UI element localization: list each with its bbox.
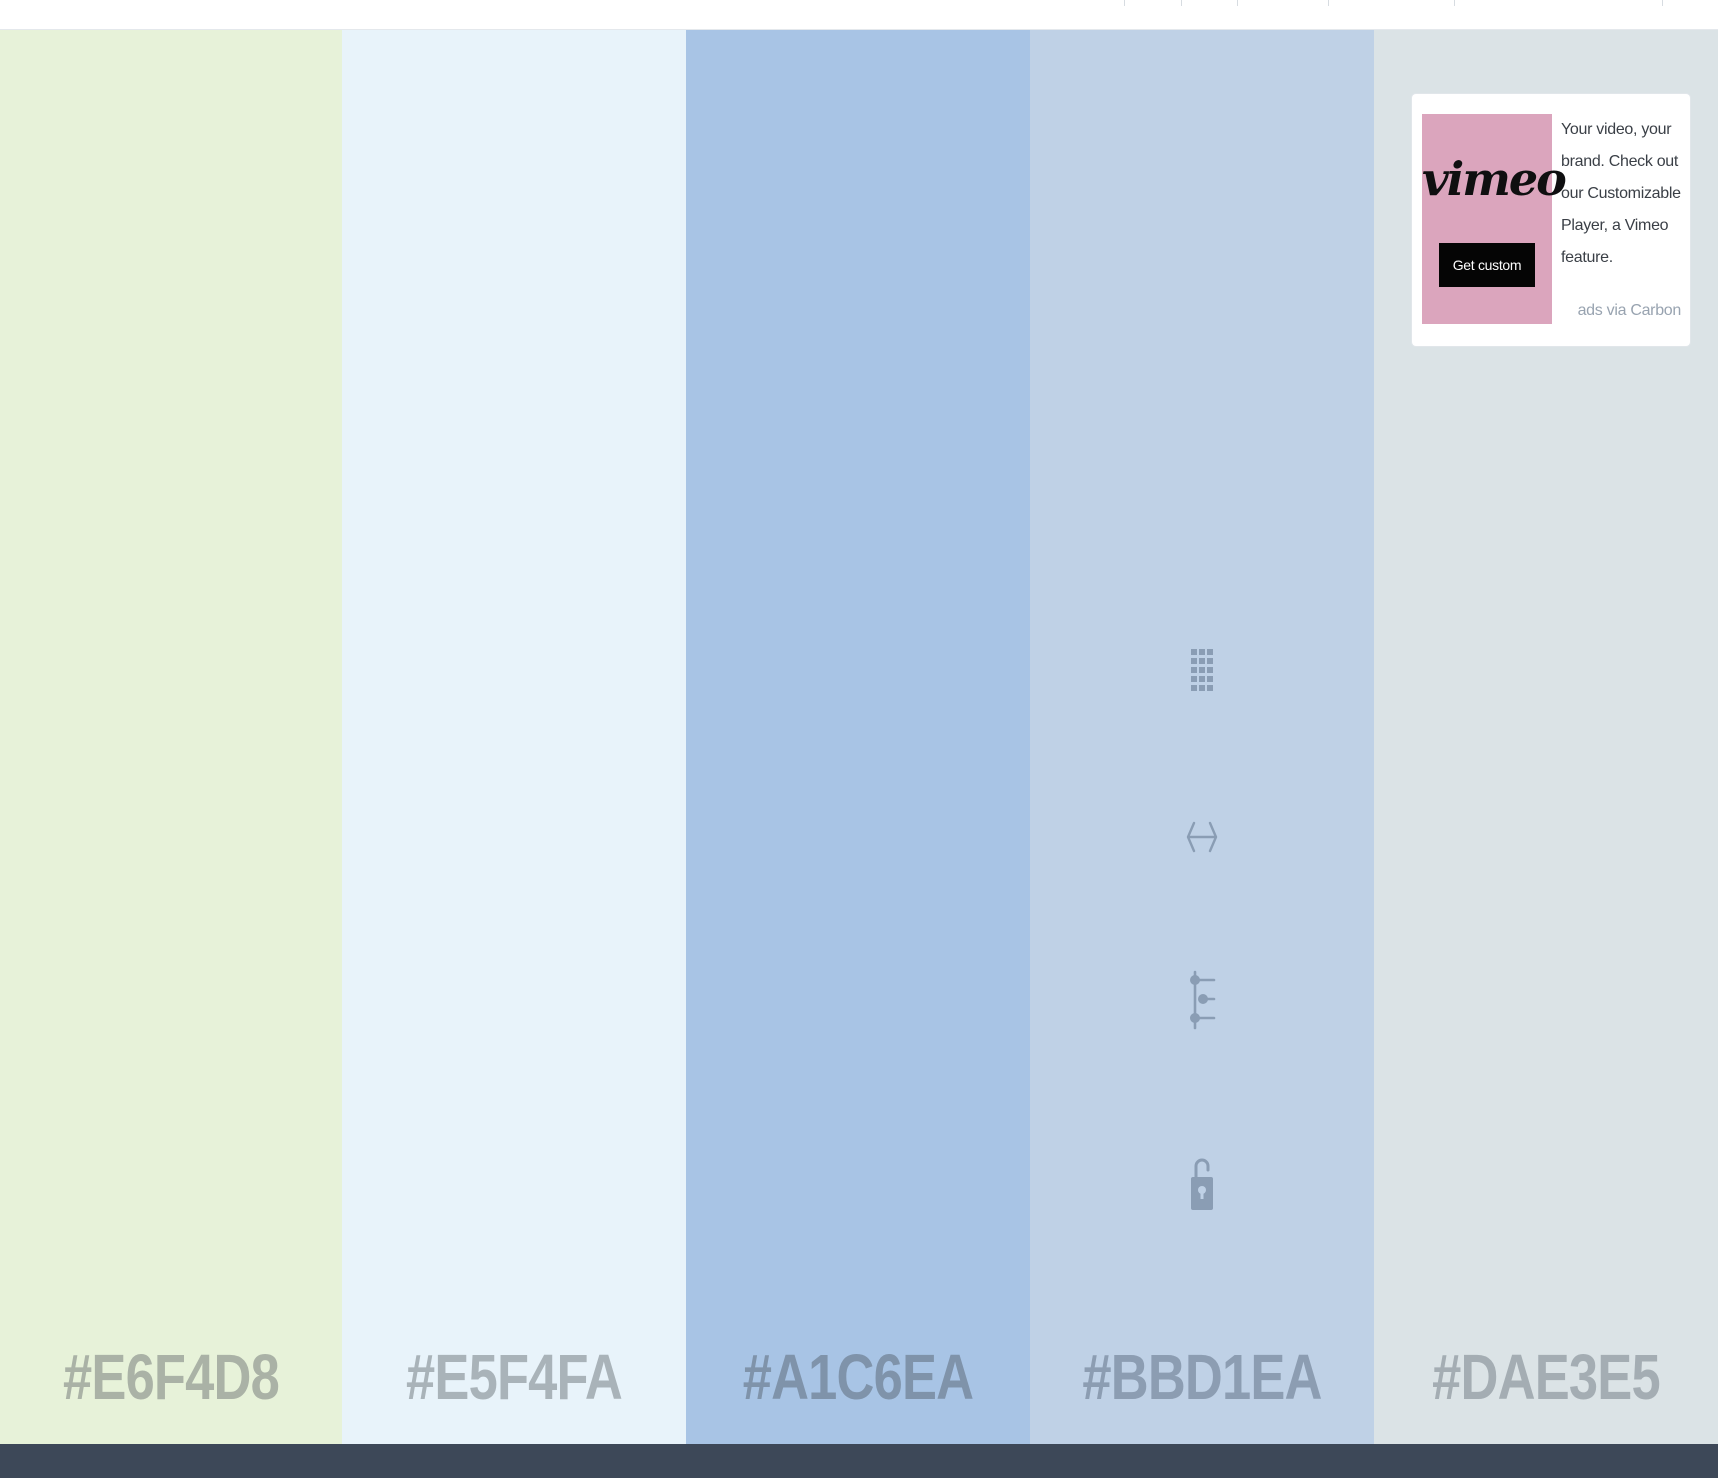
- adjust-icon-glyph: [1190, 970, 1216, 1030]
- swatch-1[interactable]: #E6F4D8: [0, 30, 342, 1444]
- lock-icon[interactable]: [1180, 1158, 1224, 1210]
- shades-icon[interactable]: [1180, 649, 1224, 694]
- shades-icon-glyph: [1191, 649, 1213, 691]
- drag-icon[interactable]: [1180, 815, 1224, 859]
- footer-bar: [0, 1444, 1718, 1478]
- vimeo-logo: vimeo: [1422, 152, 1567, 206]
- toolbar-divider: [1454, 0, 1455, 6]
- ad-image[interactable]: vimeo Get custom: [1422, 114, 1567, 324]
- swatch-hex-label[interactable]: #E6F4D8: [63, 1341, 280, 1413]
- swatch-tools: [1030, 649, 1374, 1250]
- toolbar-divider: [1328, 0, 1329, 6]
- toolbar-divider: [1124, 0, 1125, 6]
- swatch-hex-label[interactable]: #E5F4FA: [406, 1341, 623, 1413]
- swatch-3[interactable]: #A1C6EA: [686, 30, 1030, 1444]
- ads-via-carbon-link[interactable]: ads via Carbon: [1577, 302, 1682, 319]
- toolbar-divider: [1237, 0, 1238, 6]
- swatch-4[interactable]: #BBD1EA: [1030, 30, 1374, 1444]
- adjust-icon[interactable]: [1180, 970, 1224, 1030]
- get-custom-button[interactable]: Get custom: [1439, 243, 1535, 287]
- lock-icon-glyph: [1191, 1158, 1213, 1210]
- top-toolbar: [0, 0, 1718, 30]
- ad-text[interactable]: Your video, your brand. Check out our Cu…: [1561, 121, 1681, 266]
- swatch-2[interactable]: #E5F4FA: [342, 30, 686, 1444]
- carbon-ad: vimeo Get custom Your video, your brand.…: [1412, 94, 1690, 346]
- toolbar-divider: [1662, 0, 1663, 6]
- swatch-hex-label[interactable]: #A1C6EA: [742, 1341, 974, 1413]
- swatch-hex-label[interactable]: #BBD1EA: [1082, 1341, 1322, 1413]
- drag-icon-glyph: [1186, 821, 1218, 853]
- swatch-hex-label[interactable]: #DAE3E5: [1432, 1341, 1660, 1413]
- toolbar-divider: [1181, 0, 1182, 6]
